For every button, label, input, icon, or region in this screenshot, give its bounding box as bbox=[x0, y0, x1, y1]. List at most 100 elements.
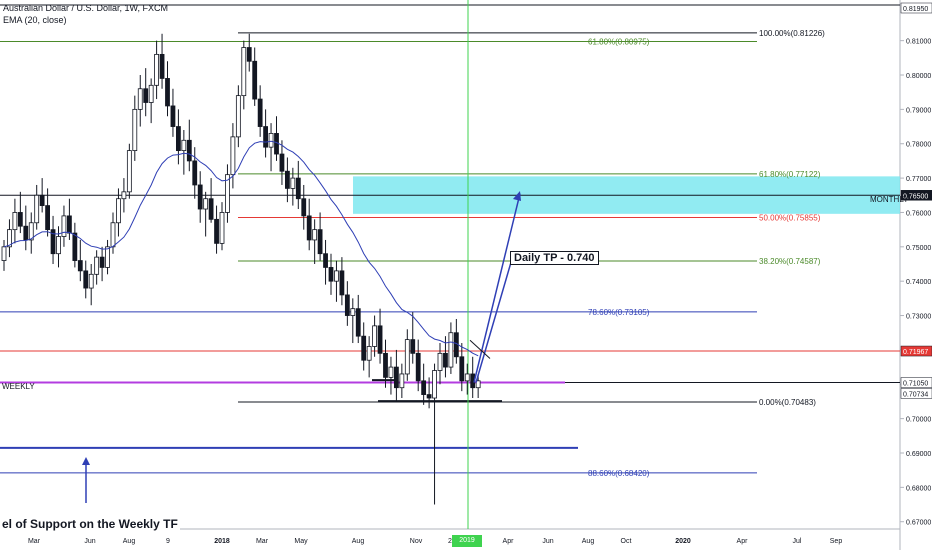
candle-body-27 bbox=[148, 84, 154, 103]
candle-body-28 bbox=[154, 53, 160, 86]
fib-label-3: 50.00%(0.75855) bbox=[759, 213, 821, 222]
time-label-2: Aug bbox=[123, 538, 136, 545]
time-label-8: Nov bbox=[410, 538, 423, 545]
price-tick-label-12: 0.69000 bbox=[906, 451, 931, 458]
price-badge-label-3: 0.71050 bbox=[903, 381, 928, 388]
candle-body-21 bbox=[116, 198, 121, 224]
price-tick-label-3: 0.78000 bbox=[906, 142, 931, 149]
fib-label-6: 0.00%(0.70483) bbox=[759, 398, 816, 407]
candle-body-60 bbox=[328, 267, 334, 282]
candle-body-9 bbox=[50, 229, 56, 255]
projection-arrow-tp bbox=[475, 255, 514, 383]
projection-trend-line bbox=[469, 339, 491, 359]
support-arrowhead bbox=[82, 457, 90, 465]
time-label-12: Aug bbox=[582, 538, 595, 545]
price-tick-label-2: 0.79000 bbox=[906, 107, 931, 114]
candle-body-79 bbox=[432, 370, 437, 399]
price-tick-label-6: 0.75000 bbox=[906, 245, 931, 252]
candle-body-7 bbox=[39, 194, 45, 206]
candle-body-85 bbox=[464, 373, 470, 382]
ema-line bbox=[3, 140, 479, 357]
candle-body-51 bbox=[279, 153, 285, 172]
candle-body-44 bbox=[241, 47, 247, 97]
candle-body-84 bbox=[459, 356, 465, 382]
time-label-4: 2018 bbox=[214, 538, 230, 545]
candle-body-64 bbox=[350, 308, 356, 316]
candle-body-58 bbox=[317, 229, 323, 255]
candle-body-37 bbox=[203, 198, 209, 210]
fib-label-2: 61.80%(0.77122) bbox=[759, 170, 821, 179]
candle-body-30 bbox=[165, 78, 170, 107]
candle-body-80 bbox=[437, 352, 443, 371]
candle-body-43 bbox=[235, 95, 241, 138]
candle-body-53 bbox=[290, 177, 296, 189]
price-tick-label-1: 0.80000 bbox=[906, 73, 931, 80]
price-tick-label-7: 0.74000 bbox=[906, 279, 931, 286]
time-label-1: Jun bbox=[84, 538, 95, 545]
candle-body-20 bbox=[110, 222, 116, 248]
candle-body-0 bbox=[1, 246, 7, 261]
candle-body-40 bbox=[219, 212, 225, 244]
candle-body-33 bbox=[181, 139, 187, 152]
candle-body-4 bbox=[23, 225, 29, 241]
candle-body-29 bbox=[159, 53, 165, 79]
candle-body-72 bbox=[393, 366, 399, 389]
candle-body-61 bbox=[334, 270, 339, 282]
candle-body-12 bbox=[67, 215, 72, 234]
candle-body-81 bbox=[443, 352, 448, 368]
candle-body-41 bbox=[225, 174, 230, 213]
candle-body-78 bbox=[426, 394, 432, 399]
time-label-9: 2 bbox=[448, 538, 452, 545]
price-tick-label-0: 0.81000 bbox=[906, 39, 931, 46]
candle-body-46 bbox=[252, 60, 258, 100]
candle-body-75 bbox=[410, 339, 416, 354]
candle-body-70 bbox=[383, 352, 388, 378]
today-marker: 2019 bbox=[452, 535, 482, 547]
price-tick-label-5: 0.76000 bbox=[906, 210, 931, 217]
candle-body-25 bbox=[137, 88, 143, 110]
candle-body-26 bbox=[143, 88, 149, 103]
candle-body-57 bbox=[312, 229, 318, 241]
candle-body-69 bbox=[377, 325, 383, 354]
candle-body-87 bbox=[475, 380, 481, 389]
candle-body-11 bbox=[61, 215, 67, 237]
candle-body-49 bbox=[268, 133, 274, 148]
candle-body-16 bbox=[88, 273, 94, 289]
monthly-level-label: MONTHLY bbox=[870, 195, 909, 204]
candle-body-23 bbox=[126, 150, 132, 193]
weekly-level-label: WEEKLY bbox=[2, 382, 35, 391]
price-tick-label-8: 0.73000 bbox=[906, 314, 931, 321]
price-badge-label-1: 0.76500 bbox=[903, 193, 928, 200]
candle-body-1 bbox=[7, 229, 12, 248]
candle-body-6 bbox=[34, 194, 40, 224]
time-label-14: 2020 bbox=[675, 538, 691, 545]
candle-body-8 bbox=[45, 205, 50, 231]
fib-label-5: 78.60%(0.73105) bbox=[588, 308, 650, 317]
time-label-0: Mar bbox=[28, 538, 41, 545]
time-label-10: Apr bbox=[503, 538, 515, 545]
price-tick-label-11: 0.70000 bbox=[906, 417, 931, 424]
candle-body-42 bbox=[230, 136, 236, 176]
candle-body-35 bbox=[192, 160, 198, 186]
symbol-title: Australian Dollar / U.S. Dollar, 1W, FXC… bbox=[3, 3, 169, 13]
candle-body-32 bbox=[175, 126, 181, 152]
price-badge-2 bbox=[900, 345, 932, 357]
candle-body-45 bbox=[246, 47, 252, 62]
candle-body-47 bbox=[257, 98, 263, 127]
time-label-17: Sep bbox=[830, 538, 843, 545]
daily-tp-label[interactable]: Daily TP - 0.740 bbox=[510, 251, 599, 265]
candle-body-66 bbox=[361, 335, 367, 361]
fib-label-0: 100.00%(0.81226) bbox=[759, 29, 825, 38]
candle-body-15 bbox=[83, 270, 89, 289]
fib-label-7: 88.60%(0.68420) bbox=[588, 469, 650, 478]
time-label-6: May bbox=[294, 538, 308, 545]
fib-label-4: 38.20%(0.74587) bbox=[759, 257, 821, 266]
candle-body-74 bbox=[404, 339, 410, 375]
candle-body-52 bbox=[284, 170, 290, 189]
candle-body-73 bbox=[399, 373, 405, 389]
candle-body-65 bbox=[355, 308, 361, 337]
price-badge-label-4: 0.70734 bbox=[903, 391, 928, 398]
candle-body-39 bbox=[214, 218, 219, 244]
time-label-5: Mar bbox=[256, 538, 269, 545]
